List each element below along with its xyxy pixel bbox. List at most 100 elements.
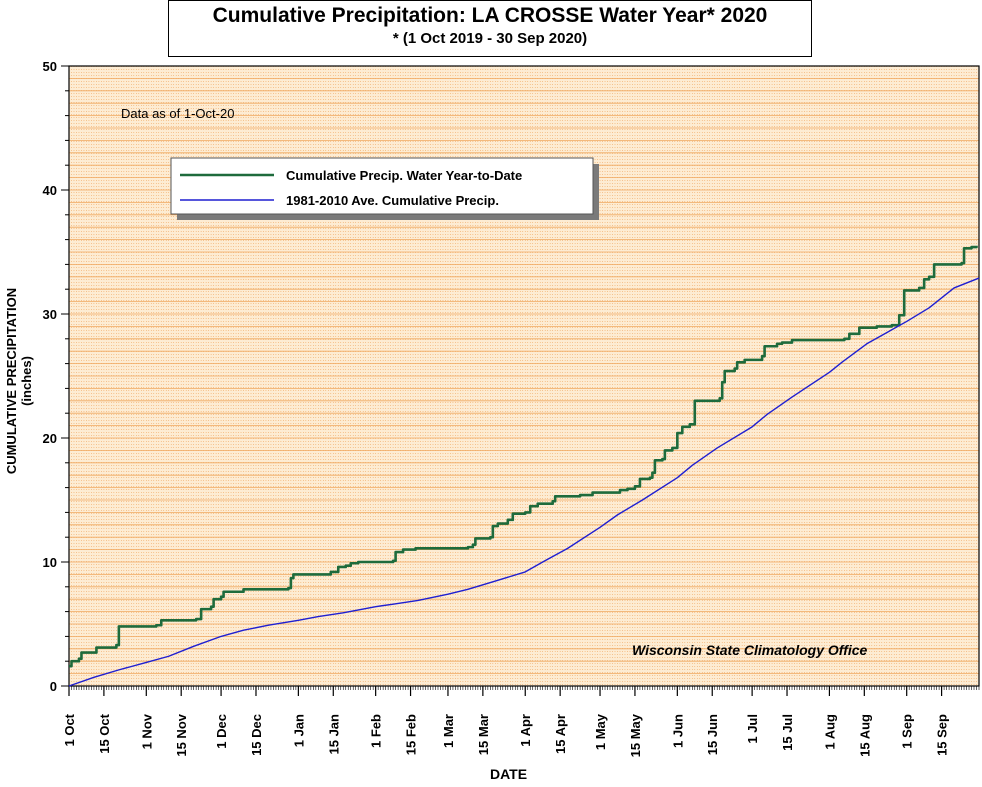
data-point <box>844 338 846 340</box>
data-point <box>160 619 162 621</box>
data-point <box>627 488 629 490</box>
data-point <box>392 603 394 605</box>
data-point <box>672 447 674 449</box>
y-tick-label: 20 <box>43 431 57 446</box>
data-point <box>716 447 718 449</box>
data-point <box>642 499 644 501</box>
data-point <box>512 513 514 515</box>
data-point <box>243 588 245 590</box>
data-point <box>898 314 900 316</box>
data-point <box>145 662 147 664</box>
x-axis-label: DATE <box>490 766 528 782</box>
data-point <box>734 368 736 370</box>
data-point <box>891 324 893 326</box>
x-tick-label: 15 Sep <box>935 714 950 756</box>
y-tick-label: 10 <box>43 555 57 570</box>
data-point <box>524 571 526 573</box>
x-tick-label: 1 Oct <box>62 713 77 746</box>
data-point <box>68 665 70 667</box>
data-point <box>976 245 978 247</box>
data-point <box>617 514 619 516</box>
x-tick-label: 15 Dec <box>249 714 264 756</box>
data-point <box>677 477 679 479</box>
y-tick-label: 30 <box>43 307 57 322</box>
data-point <box>579 494 581 496</box>
legend-box <box>170 157 594 215</box>
data-point <box>961 262 963 264</box>
data-point <box>375 606 377 608</box>
data-point <box>682 426 684 428</box>
data-point <box>71 660 73 662</box>
x-tick-label: 1 May <box>593 713 608 750</box>
data-point <box>766 414 768 416</box>
data-point <box>168 655 170 657</box>
data-as-of-annotation: Data as of 1-Oct-20 <box>121 106 234 121</box>
data-point <box>417 600 419 602</box>
data-point <box>876 326 878 328</box>
chart-title: Cumulative Precipitation: LA CROSSE Wate… <box>212 4 768 27</box>
x-tick-label: 15 Jun <box>705 714 720 755</box>
title-box: Cumulative Precipitation: LA CROSSE Wate… <box>168 0 812 57</box>
data-point <box>906 321 908 323</box>
data-point <box>781 342 783 344</box>
x-tick-label: 15 May <box>628 713 643 757</box>
series-line-water-year <box>69 245 978 668</box>
data-point <box>694 400 696 402</box>
data-point <box>721 381 723 383</box>
data-point <box>213 598 215 600</box>
data-point <box>599 526 601 528</box>
data-point <box>392 560 394 562</box>
data-point <box>268 624 270 626</box>
data-point <box>928 307 930 309</box>
data-point <box>751 426 753 428</box>
x-tick-label: 1 Mar <box>441 714 456 748</box>
data-point <box>592 492 594 494</box>
data-point <box>971 246 973 248</box>
x-tick-label: 15 Jan <box>326 714 341 755</box>
data-point <box>155 624 157 626</box>
data-point <box>859 327 861 329</box>
data-point <box>866 343 868 345</box>
data-point <box>220 596 222 598</box>
data-point <box>195 618 197 620</box>
data-point <box>298 619 300 621</box>
data-point <box>537 503 539 505</box>
chart-subtitle: * (1 Oct 2019 - 30 Sep 2020) <box>392 30 588 47</box>
data-point <box>639 478 641 480</box>
data-point <box>337 566 339 568</box>
data-point <box>664 450 666 452</box>
data-point <box>652 472 654 474</box>
data-point <box>492 525 494 527</box>
data-point <box>395 551 397 553</box>
data-point <box>78 658 80 660</box>
x-tick-label: 1 Aug <box>822 714 837 750</box>
x-tick-label: 1 Nov <box>139 713 154 749</box>
x-tick-label: 1 Feb <box>369 714 384 748</box>
data-point <box>552 500 554 502</box>
data-point <box>654 460 656 462</box>
x-tick-label: 1 Jun <box>670 714 685 748</box>
data-point <box>490 536 492 538</box>
data-point <box>918 287 920 289</box>
y-tick-label: 40 <box>43 183 57 198</box>
data-point <box>689 424 691 426</box>
data-point <box>68 685 70 687</box>
y-axis-label: CUMULATIVE PRECIPITATION (inches) <box>4 287 34 475</box>
data-point <box>497 523 499 525</box>
data-point <box>724 370 726 372</box>
data-point <box>116 644 118 646</box>
data-point <box>776 343 778 345</box>
data-point <box>467 588 469 590</box>
data-point <box>243 629 245 631</box>
data-point <box>357 561 359 563</box>
data-point <box>350 562 352 564</box>
series-line-average <box>68 277 980 687</box>
data-point <box>928 276 930 278</box>
data-point <box>791 339 793 341</box>
data-point <box>472 544 474 546</box>
data-point <box>829 371 831 373</box>
x-tick-label: 15 Mar <box>476 714 491 755</box>
data-point <box>293 574 295 576</box>
y-tick-label: 50 <box>43 59 57 74</box>
